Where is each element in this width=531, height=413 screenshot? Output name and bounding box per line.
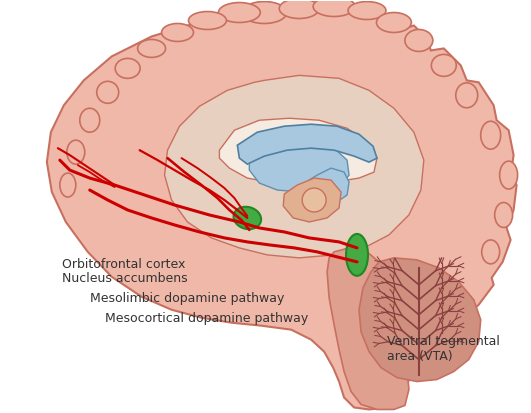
Ellipse shape [234, 207, 261, 229]
Ellipse shape [189, 12, 226, 29]
Ellipse shape [431, 55, 456, 76]
Polygon shape [307, 168, 349, 205]
Polygon shape [219, 118, 377, 184]
Ellipse shape [495, 202, 512, 228]
Ellipse shape [67, 140, 85, 164]
Ellipse shape [60, 173, 76, 197]
Ellipse shape [279, 0, 319, 19]
Ellipse shape [242, 2, 287, 24]
Polygon shape [237, 124, 377, 164]
Text: Mesocortical dopamine pathway: Mesocortical dopamine pathway [105, 312, 308, 325]
Polygon shape [165, 75, 424, 258]
Ellipse shape [348, 2, 386, 19]
Text: Mesolimbic dopamine pathway: Mesolimbic dopamine pathway [90, 292, 284, 305]
Ellipse shape [115, 58, 140, 78]
Ellipse shape [376, 12, 412, 33]
Ellipse shape [218, 2, 260, 22]
Circle shape [302, 188, 326, 212]
Ellipse shape [500, 161, 518, 189]
Text: Nucleus accumbens: Nucleus accumbens [62, 272, 187, 285]
Ellipse shape [405, 29, 433, 52]
Ellipse shape [161, 24, 193, 41]
Polygon shape [359, 258, 481, 382]
Ellipse shape [346, 234, 368, 276]
Polygon shape [327, 248, 409, 409]
Ellipse shape [138, 40, 166, 57]
Ellipse shape [456, 83, 478, 108]
Ellipse shape [481, 121, 501, 149]
Text: Ventral tegmental
area (VTA): Ventral tegmental area (VTA) [387, 335, 500, 363]
Ellipse shape [80, 108, 100, 132]
Ellipse shape [97, 81, 118, 103]
Text: Orbitofrontal cortex: Orbitofrontal cortex [62, 258, 185, 271]
Ellipse shape [482, 240, 500, 264]
Polygon shape [283, 178, 341, 222]
Polygon shape [47, 5, 517, 409]
Ellipse shape [313, 0, 355, 17]
Polygon shape [250, 138, 349, 192]
